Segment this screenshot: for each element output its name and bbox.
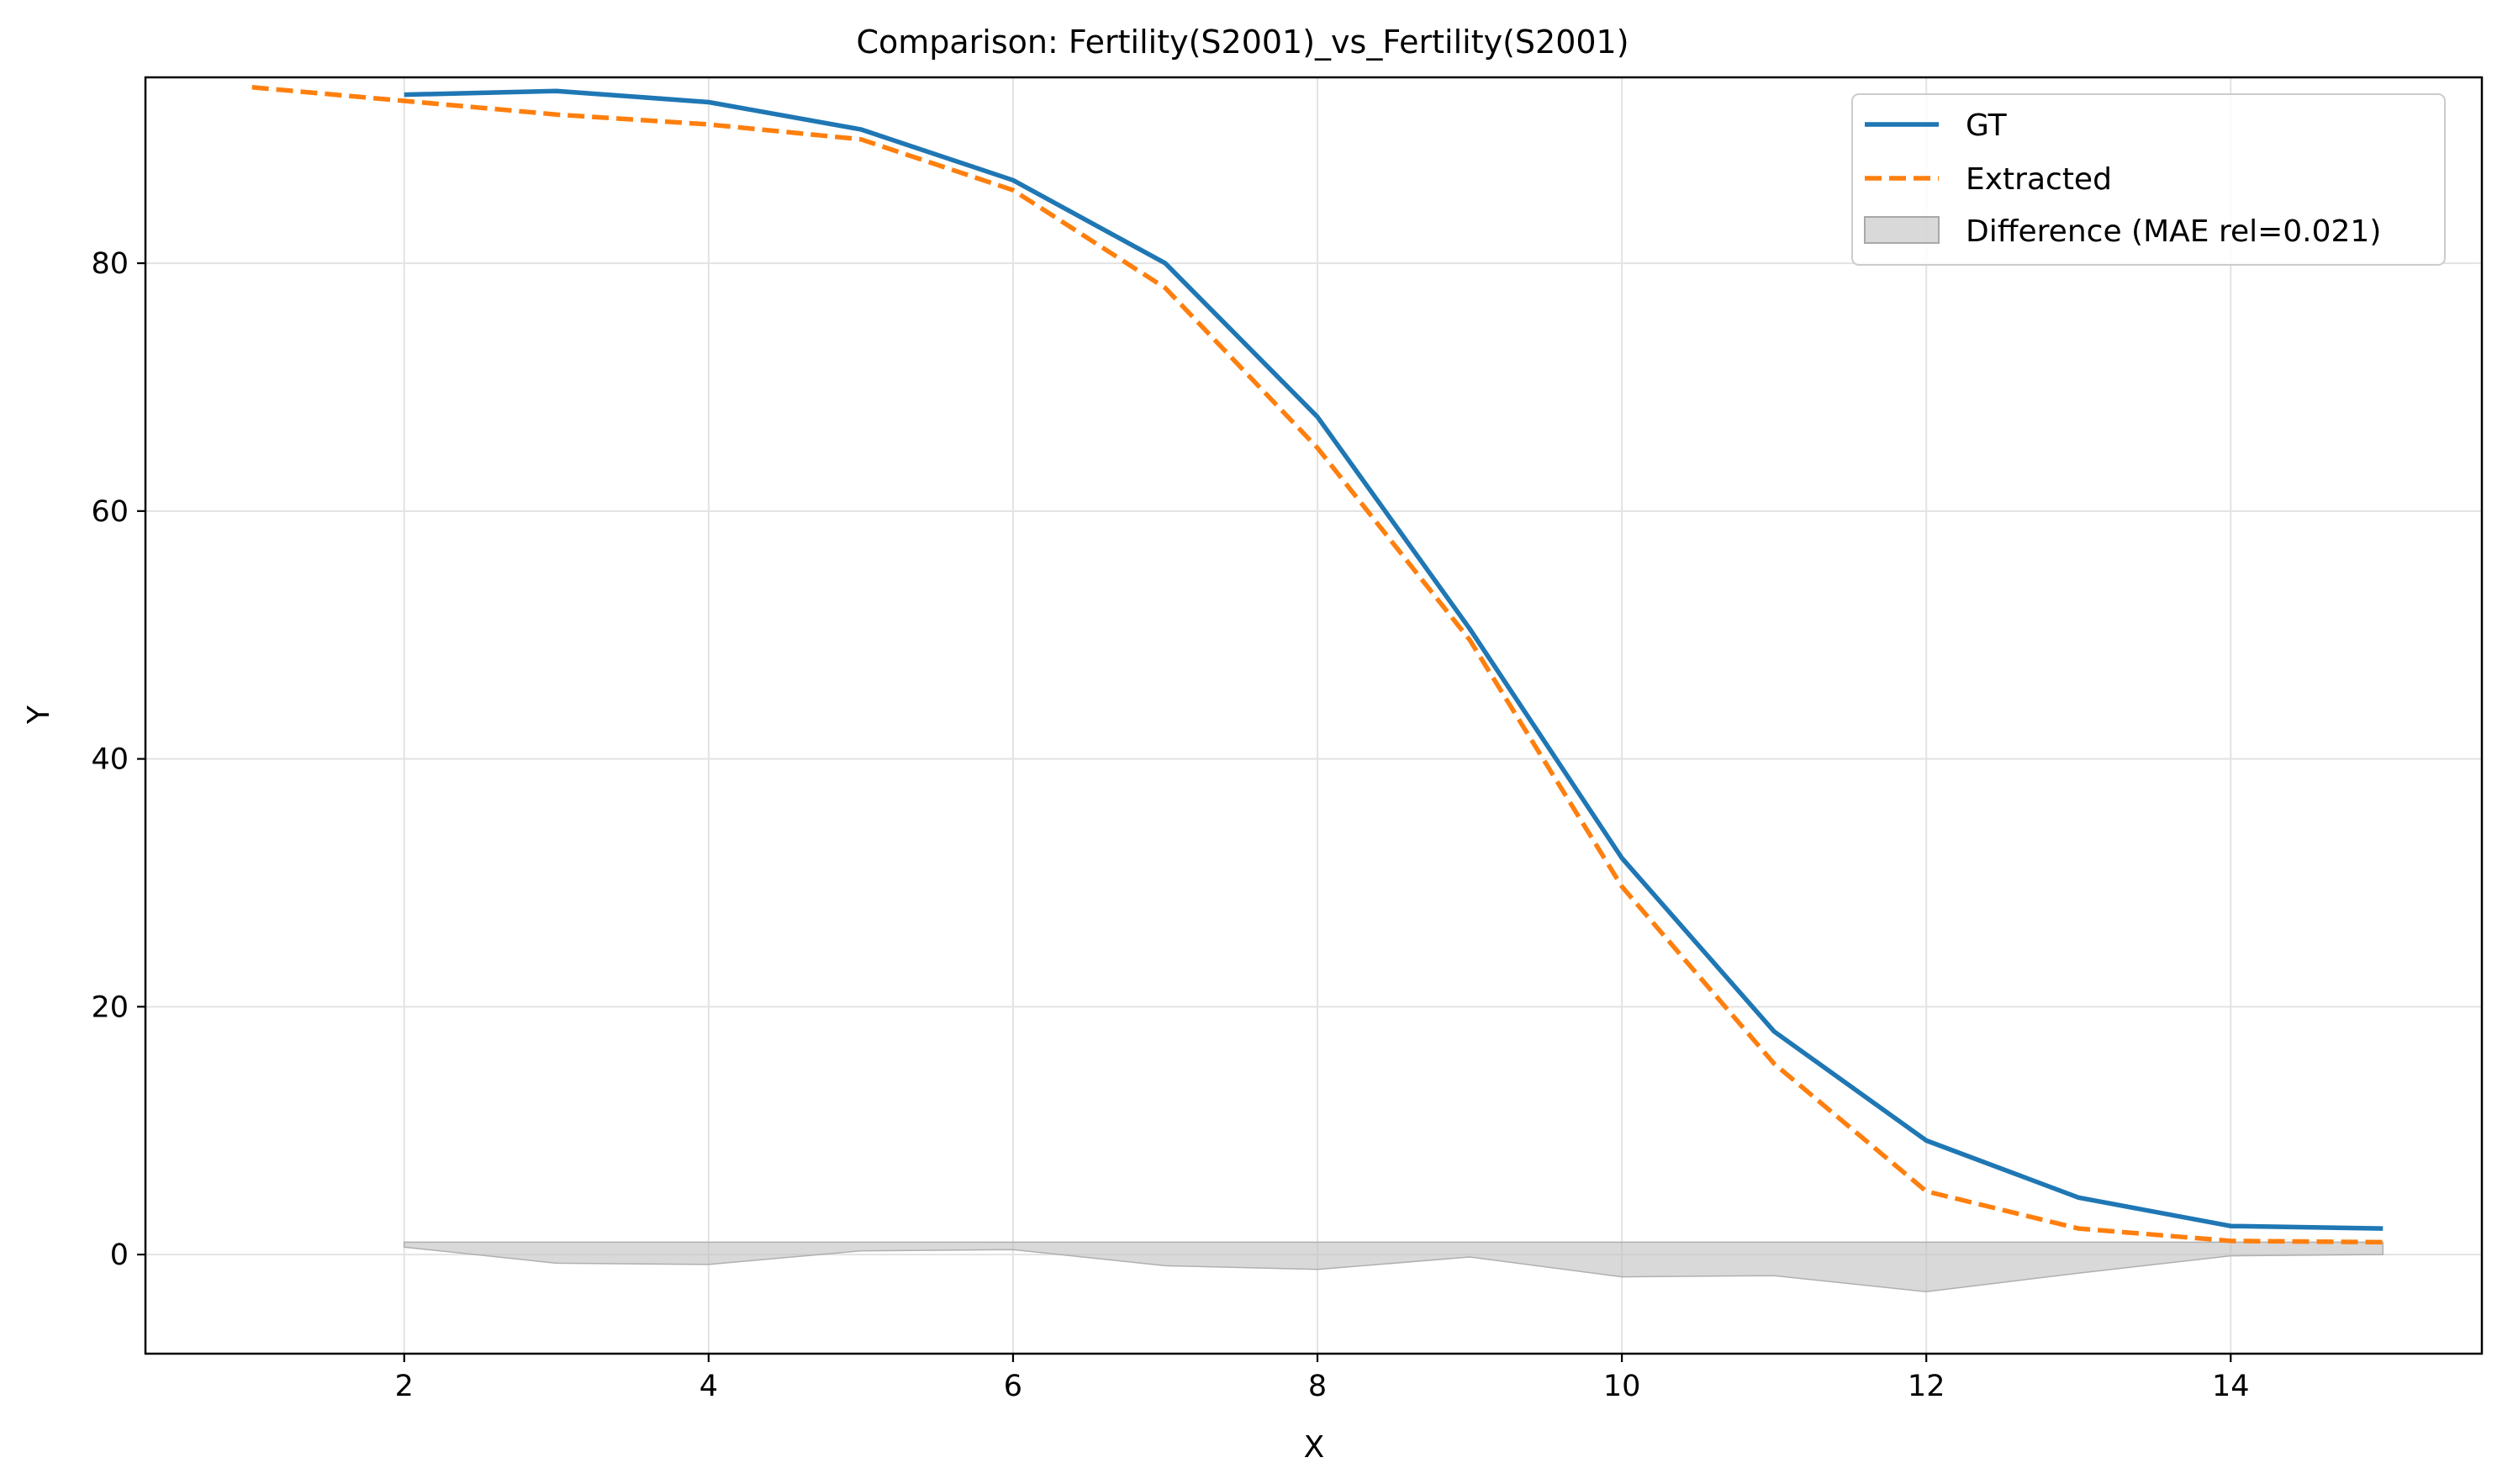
- legend: GT Extracted Difference (MAE rel=0.021): [1851, 93, 2446, 266]
- difference-area: [404, 1241, 2384, 1293]
- axis-ticks: 2 4 6 8 10 12 14 0 20 40 60 80: [91, 247, 2249, 1403]
- legend-box: [1851, 93, 2446, 266]
- x-tick-label: 10: [1603, 1370, 1641, 1403]
- x-tick-label: 12: [1908, 1370, 1945, 1403]
- legend-label-extracted: Extracted: [1966, 162, 2112, 197]
- y-tick-label: 60: [91, 495, 129, 529]
- legend-label-gt: GT: [1966, 108, 2008, 143]
- x-tick-label: 4: [699, 1370, 718, 1403]
- y-tick-label: 40: [91, 743, 129, 777]
- x-axis-label: X: [1304, 1430, 1325, 1465]
- x-tick-label: 2: [395, 1370, 414, 1403]
- series-line-gt: [404, 88, 2384, 1231]
- x-tick-label: 8: [1308, 1370, 1327, 1403]
- legend-label-difference: Difference (MAE rel=0.021): [1966, 214, 2381, 249]
- plot-area-frame: [144, 76, 2484, 1355]
- y-tick-label: 20: [91, 990, 129, 1024]
- y-tick-label: 0: [110, 1238, 129, 1272]
- y-axis-label: Y: [22, 705, 56, 725]
- y-tick-label: 80: [91, 247, 129, 281]
- chart-title: Comparison: Fertility(S2001)_vs_Fertilit…: [856, 24, 1629, 61]
- legend-swatch-difference: [1864, 216, 1940, 244]
- x-tick-label: 6: [1004, 1370, 1022, 1403]
- series-line-extracted: [251, 85, 2384, 1245]
- x-tick-label: 14: [2212, 1370, 2250, 1403]
- difference-area-layer: [404, 1241, 2384, 1293]
- series-layer: [251, 85, 2384, 1245]
